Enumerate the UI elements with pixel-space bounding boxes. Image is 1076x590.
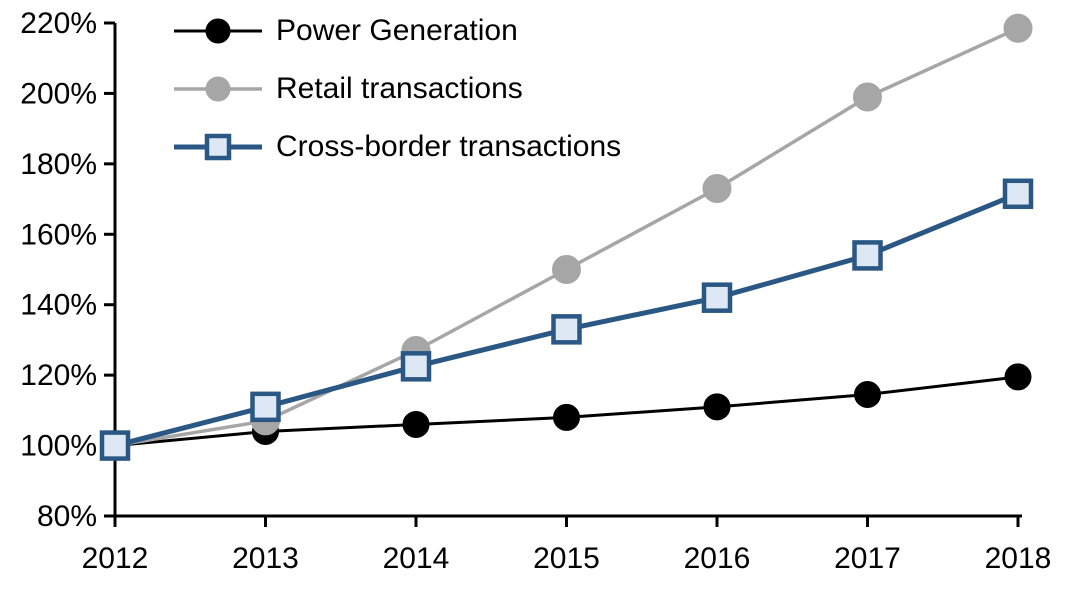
- x-tick-label: 2016: [684, 542, 751, 575]
- data-point-retail-transactions-2018: [1003, 13, 1033, 43]
- y-tick-label: 140%: [20, 289, 97, 322]
- y-tick-label: 100%: [20, 430, 97, 463]
- legend-label-power-generation: Power Generation: [276, 14, 518, 47]
- legend-retail-transactions-marker-icon: [174, 76, 262, 102]
- legend-item-cross-border-transactions: Cross-border transactions: [172, 118, 621, 176]
- data-point-cross-border-transactions-2013: [250, 391, 281, 423]
- x-tick-label: 2015: [533, 542, 600, 575]
- data-point-retail-transactions-2017: [853, 82, 882, 112]
- y-tick-label: 180%: [20, 148, 97, 181]
- data-point-retail-transactions-2015: [552, 255, 581, 284]
- data-point-power-generation-2015: [553, 403, 580, 431]
- x-tick-label: 2013: [232, 542, 299, 575]
- legend-sample-marker: [205, 18, 231, 44]
- data-point-retail-transactions-2016: [702, 174, 732, 204]
- data-point-power-generation-2016: [703, 393, 731, 421]
- legend-sample-marker: [204, 133, 232, 161]
- data-point-cross-border-transactions-2016: [701, 282, 733, 313]
- legend-sample-marker: [205, 76, 231, 102]
- y-tick-label: 80%: [37, 500, 97, 533]
- data-point-power-generation-2018: [1004, 363, 1032, 391]
- x-tick-label: 2017: [834, 542, 901, 575]
- y-tick-label: 220%: [20, 7, 97, 40]
- data-point-cross-border-transactions-2017: [852, 240, 883, 271]
- data-point-cross-border-transactions-2018: [1002, 178, 1034, 210]
- data-point-power-generation-2017: [854, 381, 881, 409]
- x-tick-label: 2014: [383, 542, 450, 575]
- x-tick-label: 2012: [82, 542, 149, 575]
- legend-cross-border-transactions-marker-icon: [174, 133, 262, 161]
- data-point-cross-border-transactions-2015: [551, 314, 582, 345]
- legend-label-retail-transactions: Retail transactions: [276, 72, 523, 105]
- data-point-cross-border-transactions-2014: [400, 351, 432, 382]
- y-tick-label: 120%: [20, 359, 97, 392]
- data-point-cross-border-transactions-2012: [99, 430, 131, 461]
- series-cross-border-transactions: [99, 178, 1034, 461]
- legend-item-power-generation: Power Generation: [172, 2, 621, 60]
- y-tick-label: 200%: [20, 77, 97, 110]
- data-point-power-generation-2014: [402, 410, 430, 438]
- legend-label-cross-border-transactions: Cross-border transactions: [276, 130, 622, 163]
- legend-item-retail-transactions: Retail transactions: [172, 60, 621, 118]
- legend-power-generation-marker-icon: [174, 18, 262, 44]
- y-tick-label: 160%: [20, 218, 97, 251]
- chart-legend: Power Generation Retail transactions Cro…: [172, 2, 621, 176]
- x-tick-label: 2018: [985, 542, 1052, 575]
